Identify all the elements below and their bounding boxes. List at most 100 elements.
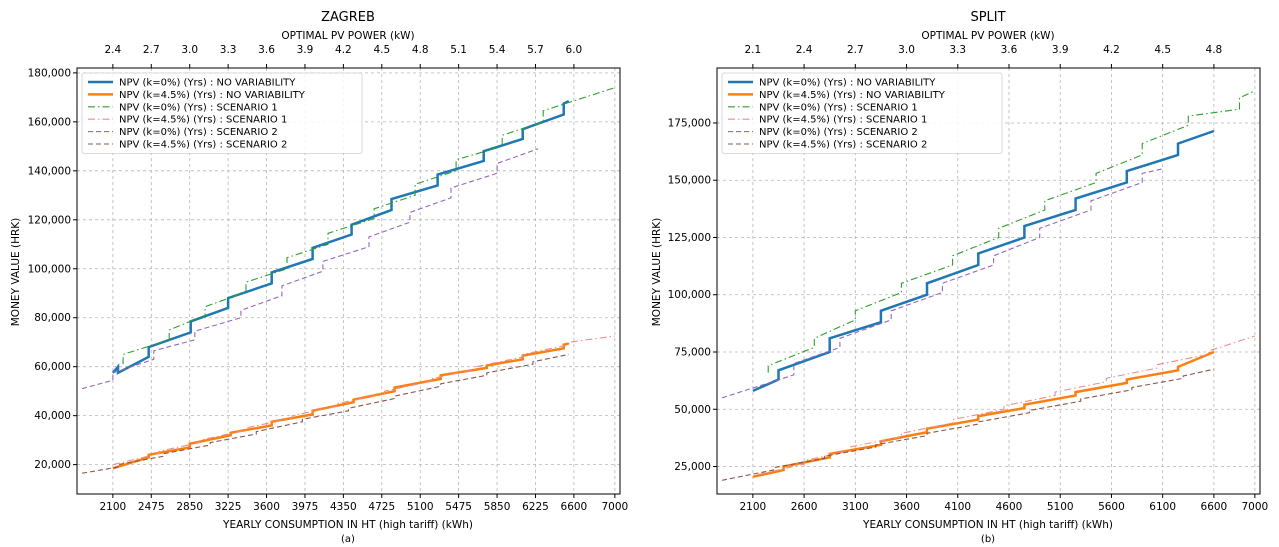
series-line [752,129,1215,393]
x-tick-label: 3600 [893,501,920,513]
ticks: 2100 2600 3100 3600 4100 4600 5100 5600 6100 6600… [668,44,1269,513]
y-tick-label: 180,000 [28,67,71,79]
x-tick-label: 2850 [176,501,203,513]
x-tick-label: 5100 [407,501,434,513]
plot-frame [76,67,621,495]
series-line [112,342,570,470]
top-tick-label: 3.9 [1052,44,1069,56]
y-tick-label: 20,000 [34,459,71,471]
x-tick-label: 2475 [138,501,165,513]
legend-label: NPV (k=0%) (Yrs) : SCENARIO 2 [759,127,918,138]
series-line [767,90,1256,373]
legend-label: NPV (k=4.5%) (Yrs) : SCENARIO 1 [759,115,927,126]
y-tick-label: 125,000 [668,232,711,244]
top-tick-label: 2.4 [796,44,813,56]
top-tick-label: 3.0 [898,44,915,56]
x-tick-label: 5475 [445,501,472,513]
x-tick-label: 5850 [484,501,511,513]
y-tick-label: 25,000 [674,461,711,473]
top-tick-label: 3.6 [1001,44,1018,56]
legend-label: NPV (k=0%) (Yrs) : SCENARIO 2 [119,127,278,138]
x-tick-label: 7000 [602,501,629,513]
x-tick-label: 3100 [842,501,869,513]
series-group [81,87,616,474]
top-tick-label: 4.8 [1206,44,1223,56]
legend-label: NPV (k=4.5%) (Yrs) : NO VARIABILITY [759,90,946,101]
legend-label: NPV (k=0%) (Yrs) : SCENARIO 1 [119,102,278,113]
top-tick-label: 2.4 [105,44,122,56]
y-tick-label: 60,000 [34,361,71,373]
y-tick-label: 175,000 [668,117,711,129]
y-tick-label: 100,000 [668,289,711,301]
y-axis-label: MONEY VALUE (HRK) [10,218,22,327]
top-tick-label: 4.5 [373,44,390,56]
y-axis-label: MONEY VALUE (HRK) [651,218,663,327]
x-tick-label: 4725 [368,501,395,513]
legend-label: NPV (k=4.5%) (Yrs) : NO VARIABILITY [119,90,306,101]
x-tick-label: 2100 [739,501,766,513]
caption: (b) [981,534,995,545]
x-tick-label: 3975 [292,501,319,513]
x-tick-label: 2100 [99,501,126,513]
x-tick-label: 6600 [1201,501,1228,513]
top-tick-label: 2.7 [847,44,864,56]
x-tick-label: 4600 [996,501,1023,513]
x-tick-label: 5600 [1098,501,1125,513]
x-tick-label: 7000 [1242,501,1269,513]
x-tick-label: 6225 [522,501,549,513]
x-axis-label: YEARLY CONSUMPTION IN HT (high tariff) (… [222,519,473,531]
top-tick-label: 5.1 [450,44,467,56]
top-axis-label: OPTIMAL PV POWER (kW) [921,30,1054,42]
x-tick-label: 6100 [1149,501,1176,513]
top-tick-label: 3.3 [220,44,237,56]
top-tick-label: 6.0 [566,44,583,56]
legend-label: NPV (k=0%) (Yrs) : NO VARIABILITY [759,78,936,89]
top-tick-label: 3.6 [258,44,275,56]
series-line [82,353,569,474]
legend-label: NPV (k=4.5%) (Yrs) : SCENARIO 2 [119,140,287,151]
legend-box [721,72,1003,154]
y-tick-label: 140,000 [28,165,71,177]
series-line [757,335,1256,476]
ticks: 2100 2475 2850 3225 3600 3975 4350 4725 5100 5475… [28,44,629,513]
y-tick-label: 80,000 [34,312,71,324]
x-tick-label: 3600 [253,501,280,513]
y-tick-label: 100,000 [28,263,71,275]
legend-label: NPV (k=4.5%) (Yrs) : SCENARIO 2 [759,140,927,151]
top-tick-label: 5.7 [527,44,544,56]
top-tick-label: 4.2 [1103,44,1120,56]
y-tick-label: 75,000 [674,347,711,359]
chart-zagreb: ZAGREB OPTIMAL PV POWER (kW) YEARLY CONS… [10,10,628,545]
legend-label: NPV (k=0%) (Yrs) : SCENARIO 1 [759,102,918,113]
x-tick-label: 2600 [791,501,818,513]
x-tick-label: 4350 [330,501,357,513]
top-tick-label: 2.7 [143,44,160,56]
series-group [721,90,1256,481]
x-tick-label: 6600 [561,501,588,513]
top-tick-label: 2.1 [745,44,762,56]
grid [717,68,1260,494]
chart-split: SPLIT OPTIMAL PV POWER (kW) YEARLY CONSU… [651,10,1268,545]
top-tick-label: 3.0 [181,44,198,56]
plot-frame [716,67,1261,495]
chart-title: SPLIT [970,10,1005,25]
x-axis-label: YEARLY CONSUMPTION IN HT (high tariff) (… [862,519,1113,531]
series-line [122,87,616,365]
y-tick-label: 160,000 [28,116,71,128]
top-axis-label: OPTIMAL PV POWER (kW) [281,30,414,42]
legend-box [81,72,363,154]
x-tick-label: 5100 [1047,501,1074,513]
x-tick-label: 3225 [215,501,242,513]
top-tick-label: 4.5 [1154,44,1171,56]
series-line [721,168,1163,399]
top-tick-label: 4.8 [412,44,429,56]
y-tick-label: 120,000 [28,214,71,226]
legend-label: NPV (k=0%) (Yrs) : NO VARIABILITY [119,78,296,89]
series-line [81,148,539,390]
top-tick-label: 5.4 [489,44,506,56]
top-tick-label: 3.9 [297,44,314,56]
top-tick-label: 3.3 [949,44,966,56]
